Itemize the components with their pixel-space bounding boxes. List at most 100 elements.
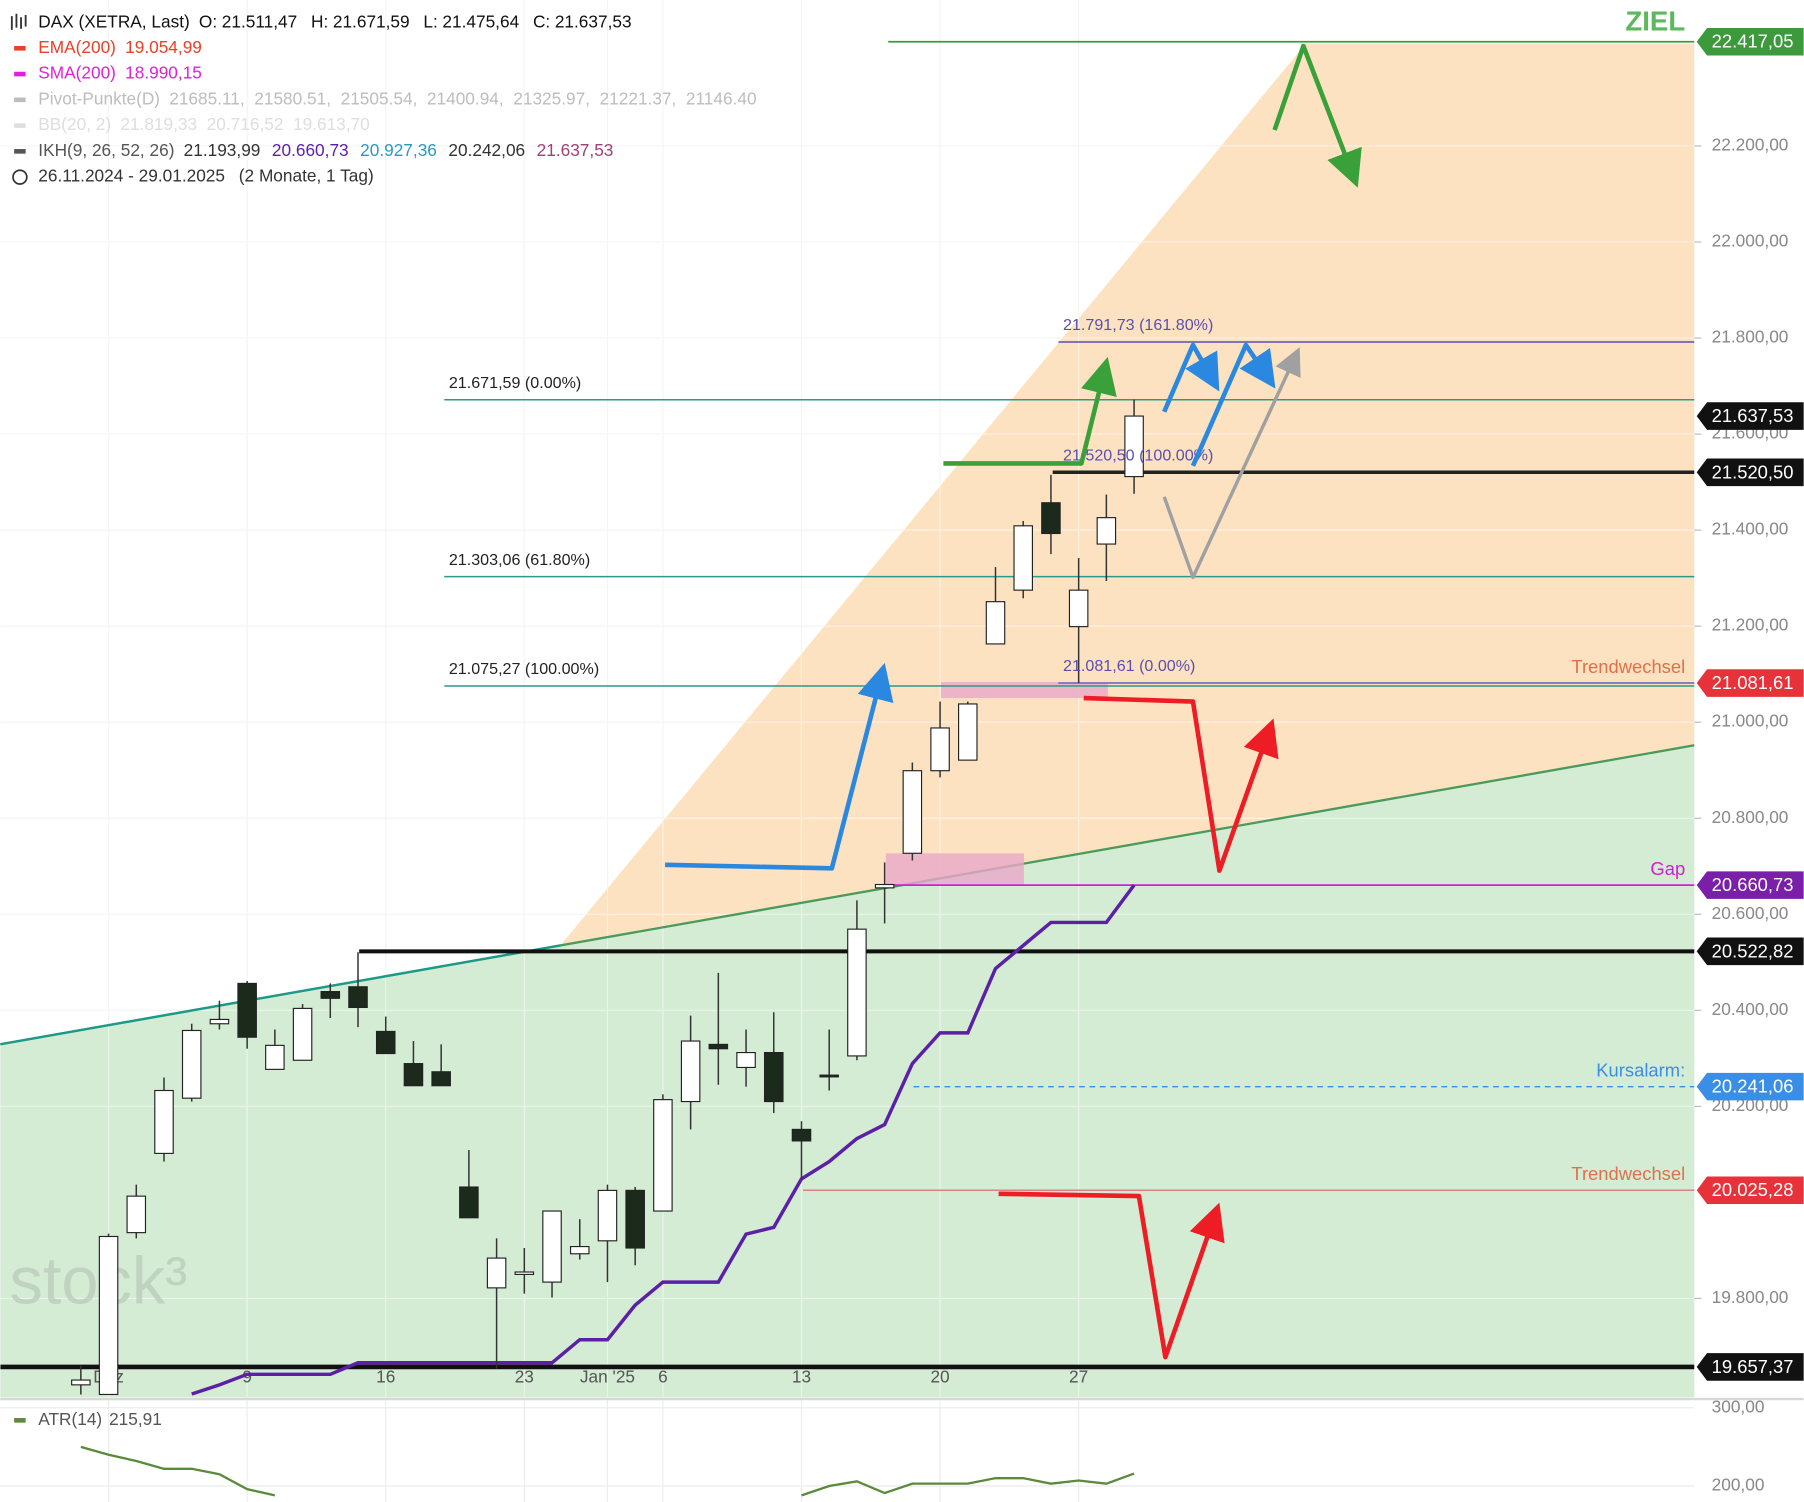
candle-body bbox=[847, 928, 867, 1057]
y-tick-label: 300,00 bbox=[1712, 1396, 1765, 1416]
ohlc-value: 21.511,47 bbox=[222, 12, 297, 32]
y-tick-label: 21.200,00 bbox=[1712, 615, 1789, 635]
arrow bbox=[1162, 347, 1301, 580]
ohlc-label: L: bbox=[423, 12, 437, 32]
legend-swatch bbox=[14, 71, 26, 77]
legend-label: IKH(9, 26, 52, 26) bbox=[38, 140, 174, 160]
legend-label: Pivot-Punkte(D) bbox=[38, 88, 160, 108]
candle-body bbox=[874, 883, 895, 889]
legend-icon bbox=[10, 13, 27, 30]
candle-body bbox=[265, 1044, 285, 1070]
gap-box bbox=[885, 853, 1024, 886]
y-tick-label: 22.000,00 bbox=[1712, 231, 1789, 251]
arrow bbox=[1190, 342, 1276, 467]
candle-body bbox=[902, 770, 923, 854]
candle-body bbox=[237, 982, 257, 1038]
x-tick-label: 13 bbox=[792, 1366, 811, 1386]
price-box bbox=[1696, 458, 1804, 487]
price-box bbox=[1696, 871, 1804, 899]
candle-body bbox=[569, 1245, 590, 1255]
arrow bbox=[1272, 43, 1362, 188]
candle-body bbox=[597, 1189, 618, 1242]
candle-body bbox=[819, 1074, 839, 1078]
y-tick-label: 22.200,00 bbox=[1712, 135, 1789, 155]
level-note: Trendwechsel bbox=[1571, 656, 1685, 677]
candle-body bbox=[71, 1379, 91, 1386]
candle-body bbox=[791, 1128, 812, 1142]
x-tick-label: 6 bbox=[658, 1366, 668, 1386]
candle-body bbox=[348, 986, 368, 1009]
legend: ATR(14) 215,91 DAX (XETRA, Last) O: 21.511,4… bbox=[10, 12, 757, 1429]
axis-background bbox=[1694, 0, 1804, 1502]
y-tick-label: 200,00 bbox=[1712, 1475, 1765, 1495]
legend-value: 21685.11, 21580.51, 21505.54, 21400.94, … bbox=[169, 88, 756, 108]
candle-body bbox=[154, 1089, 174, 1154]
orange-zone bbox=[560, 43, 1695, 946]
legend-value: 215,91 bbox=[109, 1409, 162, 1429]
legend-value: 21.193,99 bbox=[184, 140, 261, 160]
gap-box bbox=[941, 681, 1108, 699]
indicator-line bbox=[801, 1472, 1135, 1497]
arrow bbox=[998, 1191, 1225, 1360]
ohlc-label: H: bbox=[311, 12, 328, 32]
fib-label: 21.520,50 (100.00%) bbox=[1063, 446, 1213, 464]
chart-title: DAX (XETRA, Last) bbox=[38, 12, 189, 32]
y-tick-label: 21.800,00 bbox=[1712, 327, 1789, 347]
y-tick-label: 20.400,00 bbox=[1712, 999, 1789, 1019]
candle-body bbox=[375, 1030, 396, 1055]
ohlc-label: O: bbox=[199, 12, 217, 32]
arrow bbox=[1162, 342, 1220, 413]
legend-swatch bbox=[14, 97, 26, 103]
legend-swatch bbox=[14, 46, 26, 51]
indicator-line bbox=[191, 884, 1136, 1396]
plot-area bbox=[0, 40, 1695, 1396]
legend-swatch bbox=[14, 123, 26, 128]
candle-body bbox=[1124, 415, 1144, 478]
ohlc-label: C: bbox=[533, 12, 550, 32]
price-box bbox=[1696, 1353, 1804, 1381]
arrow bbox=[1083, 695, 1279, 873]
candle-body bbox=[514, 1271, 535, 1275]
legend-swatch bbox=[14, 1418, 26, 1423]
legend-label: ATR(14) bbox=[38, 1409, 102, 1429]
level-note: Trendwechsel bbox=[1571, 1163, 1685, 1184]
legend-label: SMA(200) bbox=[38, 63, 116, 83]
candle-body bbox=[1041, 502, 1061, 535]
candle-body bbox=[1068, 589, 1089, 628]
candle-body bbox=[181, 1029, 202, 1099]
candle-body bbox=[292, 1007, 313, 1061]
price-label: 21.520,50 bbox=[1712, 461, 1794, 482]
price-label: 19.657,37 bbox=[1712, 1356, 1794, 1377]
price-box bbox=[1696, 669, 1804, 697]
legend-value: 21.819,33 20.716,52 19.613,70 bbox=[120, 114, 369, 134]
candle-body bbox=[320, 991, 341, 999]
y-tick-label: 19.800,00 bbox=[1712, 1287, 1789, 1307]
y-tick-label: 21.000,00 bbox=[1712, 711, 1789, 731]
candle-body bbox=[459, 1186, 479, 1219]
x-tick-label: 20 bbox=[930, 1366, 949, 1386]
atr-area bbox=[80, 1445, 1135, 1497]
fib-label: 21.075,27 (100.00%) bbox=[449, 660, 599, 678]
level-note: Kursalarm: bbox=[1596, 1060, 1685, 1081]
candle-body bbox=[1096, 517, 1117, 545]
trend-line-teal bbox=[0, 944, 561, 1046]
axis: 19.800,0020.200,0020.400,0020.600,0020.8… bbox=[1694, 27, 1804, 1495]
ohlc-value: 21.475,64 bbox=[442, 12, 519, 32]
candle-body bbox=[958, 703, 978, 761]
x-tick-label: 23 bbox=[515, 1366, 534, 1386]
arrows bbox=[665, 43, 1362, 1360]
legend-value: 20.660,73 bbox=[272, 140, 349, 160]
legend-value: 18.990,15 bbox=[125, 63, 202, 83]
legend-value: 20.242,06 bbox=[448, 140, 525, 160]
ohlc-value: 21.637,53 bbox=[555, 12, 632, 32]
legend-value: 21.637,53 bbox=[537, 140, 614, 160]
fib-label: 21.303,06 (61.80%) bbox=[449, 551, 590, 569]
legend-label: EMA(200) bbox=[38, 37, 116, 57]
indicator-line bbox=[80, 1445, 276, 1497]
price-label: 20.522,82 bbox=[1712, 940, 1794, 961]
arrow bbox=[943, 356, 1117, 466]
candle-body bbox=[680, 1040, 701, 1103]
candle-body bbox=[763, 1051, 784, 1103]
